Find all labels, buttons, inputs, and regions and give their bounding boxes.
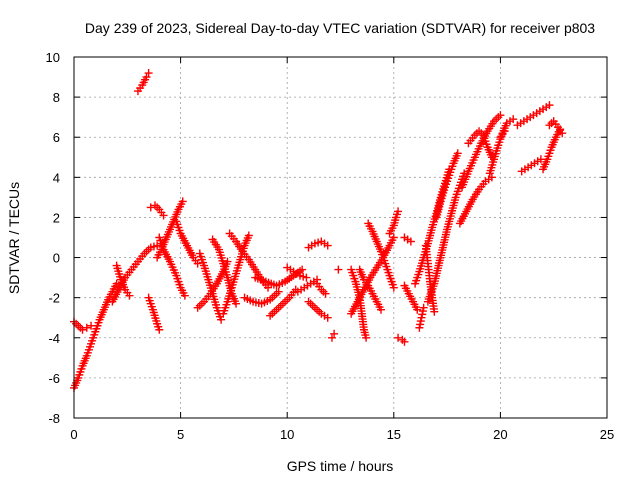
data-point [193, 259, 202, 268]
x-tick-label: 15 [387, 427, 401, 442]
data-point [362, 333, 371, 342]
y-tick-label: -6 [48, 371, 60, 386]
y-tick-label: 6 [53, 130, 60, 145]
data-point [496, 111, 505, 120]
data-point [321, 289, 330, 298]
data-point [298, 265, 307, 274]
y-tick-label: -8 [48, 411, 60, 426]
data-point [302, 273, 311, 282]
y-tick-label: 0 [53, 251, 60, 266]
data-point [82, 323, 91, 332]
data-point [487, 173, 496, 182]
data-points [70, 69, 567, 392]
y-tick-label: 10 [46, 50, 60, 65]
data-point [406, 237, 415, 246]
data-point [400, 337, 409, 346]
data-point [78, 325, 87, 334]
x-tick-label: 20 [493, 427, 507, 442]
data-point [323, 241, 332, 250]
data-point [178, 197, 187, 206]
x-tick-label: 10 [280, 427, 294, 442]
data-point [394, 333, 403, 342]
plot-frame [73, 56, 608, 419]
data-point [155, 325, 164, 334]
data-point [430, 307, 439, 316]
data-point [144, 69, 153, 78]
data-point [389, 283, 398, 292]
y-tick-label: -4 [48, 331, 60, 346]
data-point [223, 257, 232, 266]
data-point [180, 291, 189, 300]
chart-title: Day 239 of 2023, Sidereal Day-to-day VTE… [85, 20, 595, 36]
data-point [274, 287, 283, 296]
data-point [394, 207, 403, 216]
y-tick-label: 8 [53, 90, 60, 105]
data-point [323, 313, 332, 322]
data-point [125, 291, 134, 300]
data-point [389, 233, 398, 242]
data-point [153, 241, 162, 250]
data-point [327, 333, 336, 342]
data-point [413, 305, 422, 314]
data-point [330, 329, 339, 338]
data-point [217, 315, 226, 324]
y-axis-label: SDTVAR / TECUs [6, 182, 22, 294]
data-point [244, 231, 253, 240]
data-point [558, 129, 567, 138]
data-point [142, 73, 151, 82]
data-point [334, 265, 343, 274]
y-tick-label: -2 [48, 291, 60, 306]
y-tick-label: 4 [53, 170, 60, 185]
data-point [87, 321, 96, 330]
data-point [500, 127, 509, 136]
data-point [232, 299, 241, 308]
x-tick-label: 25 [600, 427, 614, 442]
data-point [545, 101, 554, 110]
x-tick-label: 0 [70, 427, 77, 442]
data-point [377, 305, 386, 314]
x-axis-label: GPS time / hours [287, 458, 394, 474]
y-tick-label: 2 [53, 210, 60, 225]
data-point [453, 149, 462, 158]
data-point [509, 115, 518, 124]
data-point [112, 279, 121, 288]
x-tick-label: 5 [177, 427, 184, 442]
data-point [159, 211, 168, 220]
data-point [419, 303, 428, 312]
grid-lines [74, 57, 607, 418]
